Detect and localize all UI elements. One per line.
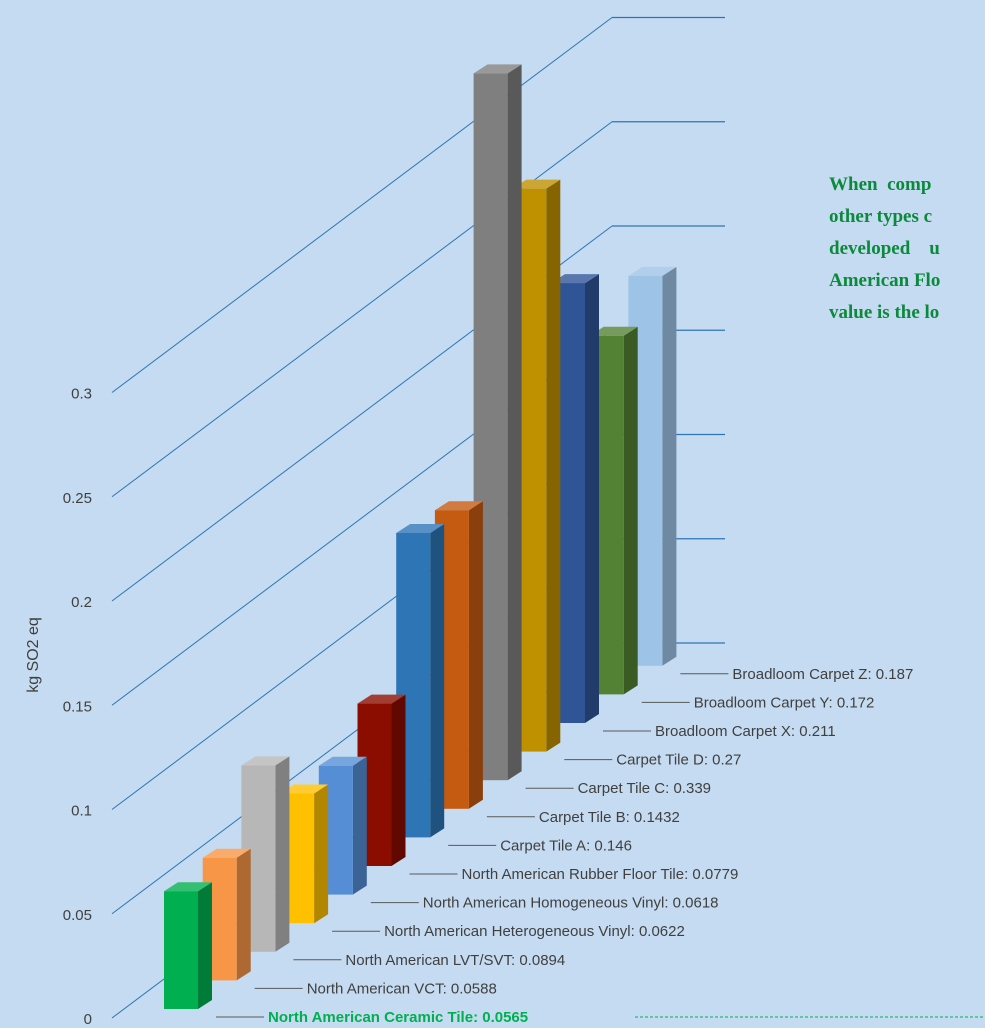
y-tick-label: 0 [84,1011,92,1028]
bar-top [434,501,483,511]
bar-side [468,501,483,809]
bar-side [275,756,290,952]
category-label: North American Rubber Floor Tile: 0.0779 [462,866,739,883]
category-label: North American Homogeneous Vinyl: 0.0618 [423,895,719,912]
category-label: North American Heterogeneous Vinyl: 0.06… [384,923,685,940]
bar-top [318,756,367,766]
bar-top [202,848,251,858]
y-tick-label: 0.15 [63,698,92,715]
y-tick-label: 0.25 [63,490,92,507]
annotation-line: When comp [829,174,931,195]
annotation-note: When comp other types c developed u America… [829,174,940,323]
annotation-line: developed u [829,238,940,259]
y-tick-labels: 0 0.05 0.1 0.15 0.2 0.25 0.3 [63,386,92,1028]
bar-side [430,523,445,838]
category-label: Carpet Tile C: 0.339 [578,780,711,797]
bars [164,64,677,1009]
y-tick-label: 0.2 [71,594,92,611]
annotation-line: value is the lo [829,302,939,323]
bar-top [551,274,599,284]
highlight-label: North American Ceramic Tile: 0.0565 [268,1009,528,1026]
y-tick-label: 0.1 [71,803,92,820]
category-label: Broadloom Carpet X: 0.211 [655,723,836,740]
bar-side [198,882,212,1009]
bar-top [628,266,677,276]
bar-side [507,64,522,781]
bar-top [241,756,290,766]
bar-side [391,694,406,866]
y-tick-label: 0.05 [63,907,92,924]
bar-top [473,64,522,74]
bar [164,891,198,1009]
bar-side [662,266,677,666]
category-label: North American VCT: 0.0588 [307,980,497,997]
category-label: Broadloom Carpet Y: 0.172 [694,694,875,711]
category-label: Carpet Tile A: 0.146 [500,837,632,854]
category-label: Broadloom Carpet Z: 0.187 [732,666,913,683]
y-tick-label: 0.3 [71,386,92,403]
gridline-diagonal [111,17,613,393]
bar-side [352,756,367,895]
bar-top [164,882,212,892]
category-labels: North American Ceramic Tile: 0.0565 North… [268,666,913,1026]
bar-top [396,523,445,533]
annotation-line: other types c [829,206,932,227]
y-axis-title: kg SO2 eq [25,617,42,693]
category-label: Carpet Tile D: 0.27 [616,752,741,769]
bar-side [623,326,638,695]
bar-top [357,694,406,704]
bar-side [236,848,251,981]
category-label: North American LVT/SVT: 0.0894 [345,952,565,969]
bar-top [512,179,561,189]
label-leaders [216,673,985,1018]
bar-top [280,784,329,794]
bar-side [546,179,561,752]
bar-side [314,784,329,924]
annotation-line: American Flo [829,270,940,291]
category-label: Carpet Tile B: 0.1432 [539,809,680,826]
bar-top [589,326,638,336]
bar-side [585,274,599,723]
